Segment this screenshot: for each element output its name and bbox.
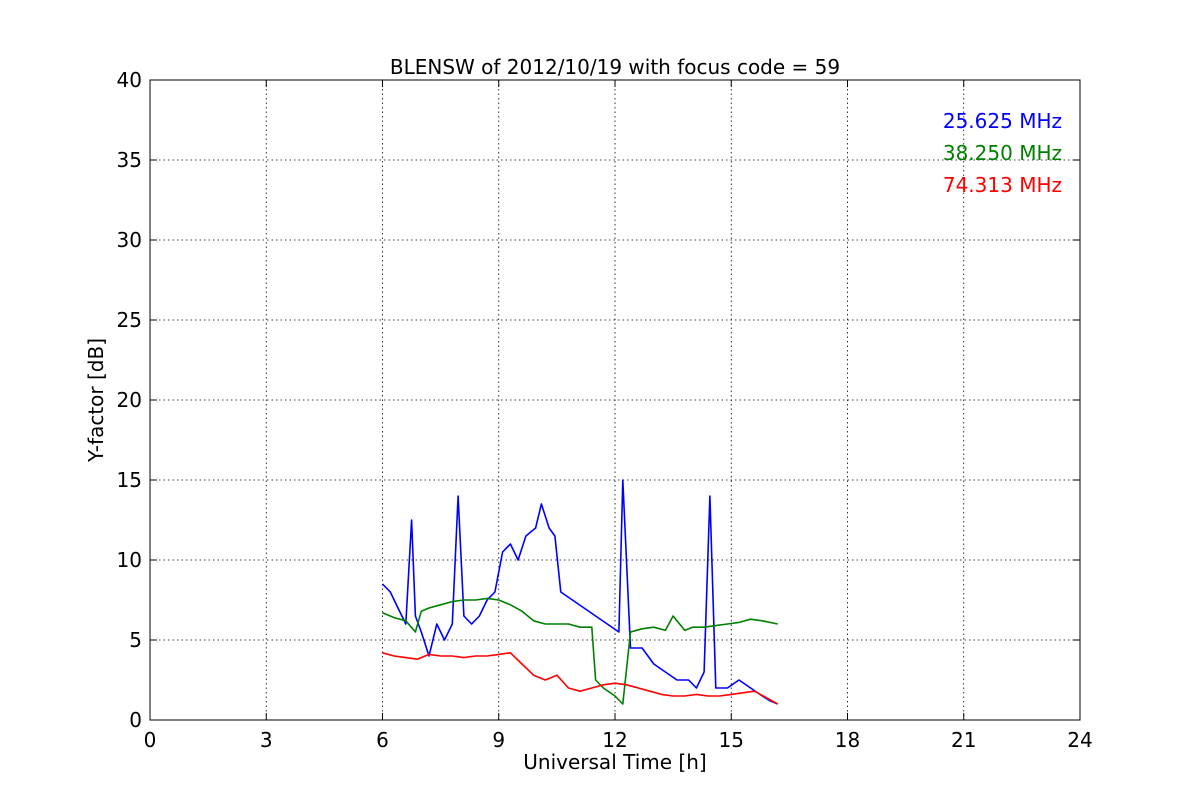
x-tick-label: 0 (144, 728, 157, 752)
y-tick-label: 40 (117, 68, 142, 92)
x-axis-label: Universal Time [h] (523, 750, 706, 774)
x-tick-label: 6 (376, 728, 389, 752)
legend-entry: 74.313 MHz (943, 173, 1062, 197)
series-layer (381, 479, 779, 705)
y-tick-label: 10 (117, 548, 142, 572)
y-tick-label: 30 (117, 228, 142, 252)
x-tick-label: 9 (492, 728, 505, 752)
x-tick-label: 12 (602, 728, 627, 752)
legend: 25.625 MHz 38.250 MHz 74.313 MHz (943, 109, 1062, 197)
y-tick-label: 5 (129, 628, 142, 652)
y-axis-label: Y-factor [dB] (84, 338, 108, 463)
legend-entry: 38.250 MHz (943, 141, 1062, 165)
legend-entry: 25.625 MHz (943, 109, 1062, 133)
y-tick-label: 35 (117, 148, 142, 172)
y-tick-label: 20 (117, 388, 142, 412)
y-tick-label: 25 (117, 308, 142, 332)
x-tick-label: 24 (1067, 728, 1092, 752)
series-line-3 (382, 651, 779, 705)
series-line-2 (382, 597, 778, 705)
y-tick-labels: 0 5 10 15 20 25 30 35 40 (117, 68, 142, 732)
series-line-1 (381, 479, 779, 705)
x-tick-label: 15 (719, 728, 744, 752)
x-tick-label: 21 (951, 728, 976, 752)
axis-ticks (149, 79, 1081, 721)
x-tick-label: 18 (835, 728, 860, 752)
x-tick-labels: 0 3 6 9 12 15 18 21 24 (144, 728, 1093, 752)
y-tick-label: 0 (129, 708, 142, 732)
chart-title: BLENSW of 2012/10/19 with focus code = 5… (390, 55, 840, 79)
x-tick-label: 3 (260, 728, 273, 752)
y-tick-label: 15 (117, 468, 142, 492)
